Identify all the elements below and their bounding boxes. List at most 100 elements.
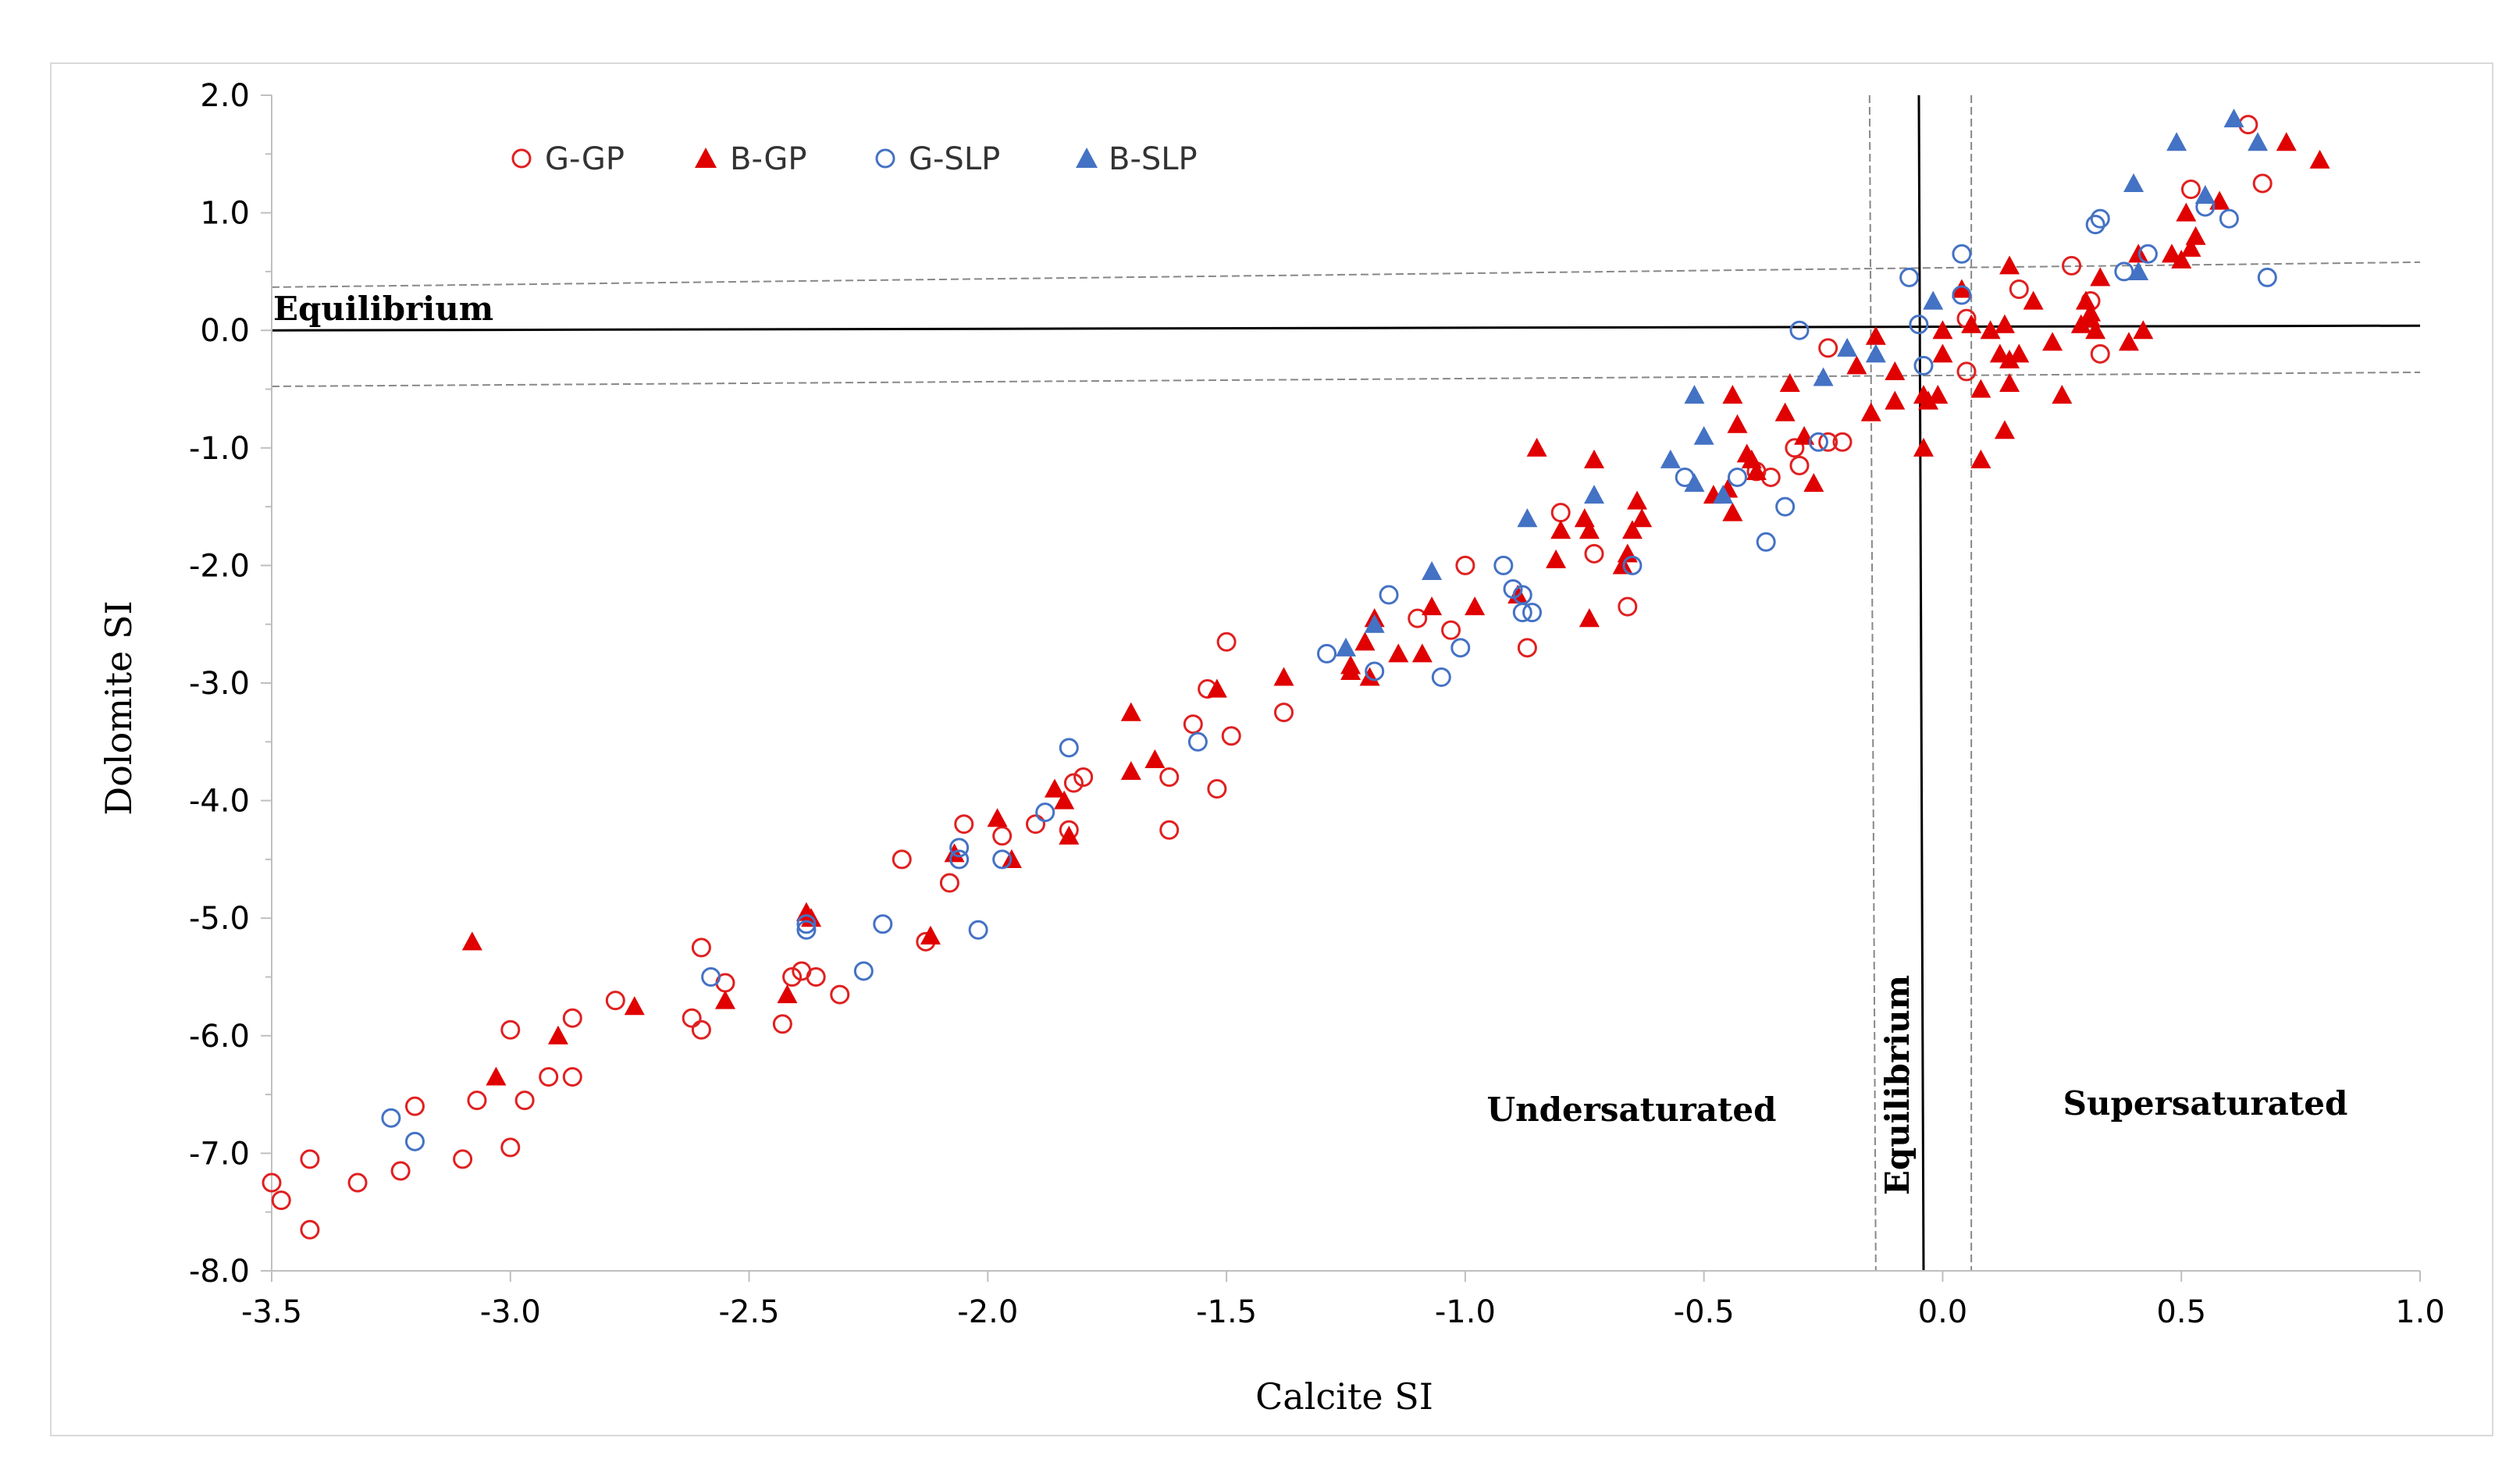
point-b-gp [1550,520,1571,539]
y-tick-label: -3.0 [189,666,250,702]
point-g-gp [404,1096,425,1116]
point-g-gp [1216,632,1237,652]
point-b-gp [1794,425,1815,445]
point-b-gp [1803,472,1824,493]
x-tick-label: -1.0 [1435,1294,1496,1330]
point-b-slp [1364,614,1385,633]
point-g-gp [1818,338,1838,358]
point-g-slp [1450,638,1471,658]
point-g-slp [1952,244,1972,264]
x-tick-label: -1.5 [1196,1294,1257,1330]
point-g-slp [1522,603,1543,623]
point-b-gp [1961,314,1982,333]
point-g-gp [2252,173,2273,194]
lower-band-line [271,371,2421,387]
point-b-gp [1980,320,2001,340]
point-b-gp [1340,660,1361,680]
point-g-gp [1159,820,1180,840]
point-b-gp [2085,320,2106,340]
point-b-gp [777,984,798,1004]
point-b-gp [1994,314,2015,333]
point-g-slp [1317,643,1337,664]
point-g-gp [1789,455,1810,475]
axes: 2.0 1.0 0.0 -1.0 -2.0 -3.0 -4.0 -5.0 -6.0 -7.0 -8.… [189,78,2445,1330]
x-axis-title: Calcite SI [1255,1375,1433,1418]
point-g-gp [2009,279,2029,299]
data-points [262,109,2330,1240]
point-b-slp [1684,385,1705,404]
point-b-gp [1913,437,1934,457]
point-g-gp [453,1149,473,1169]
point-b-slp [1684,472,1705,493]
point-b-gp [1354,632,1376,651]
point-b-gp [1422,596,1443,616]
point-g-slp [1431,667,1451,687]
legend-label-b-slp: B-SLP [1109,141,1198,177]
point-b-slp [1336,637,1356,656]
point-g-slp [1187,731,1208,752]
point-b-slp [2248,132,2269,151]
point-g-gp [271,1190,291,1211]
point-b-slp [2123,173,2144,192]
point-g-gp [772,1014,792,1034]
point-b-gp [714,990,735,1009]
point-b-slp [1865,343,1886,363]
y-tick-label: -5.0 [189,901,250,937]
point-b-gp [1885,390,1906,410]
point-b-gp [1632,508,1653,528]
point-b-gp [1054,790,1075,810]
point-b-gp [2161,244,2182,263]
point-g-gp [954,814,974,834]
point-g-gp [691,938,711,958]
point-g-gp [1584,543,1604,564]
point-g-gp [1455,555,1475,575]
reference-lines [271,94,2421,1272]
point-b-gp [1932,320,1953,340]
point-b-gp [1727,414,1748,433]
point-b-gp [461,931,482,951]
x-tick-label: 1.0 [2395,1294,2445,1330]
point-g-slp [701,967,721,987]
point-g-gp [1183,714,1203,735]
point-g-slp [796,920,817,940]
point-b-gp [1865,326,1886,345]
point-b-gp [1621,520,1643,539]
point-g-gp [1159,767,1180,787]
point-b-gp [1574,508,1595,528]
point-b-gp [1579,608,1600,628]
point-b-gp [2276,132,2297,151]
point-b-gp [1465,596,1486,616]
point-b-gp [2118,332,2139,351]
point-g-slp [2219,208,2239,229]
point-b-gp [920,925,941,945]
point-b-slp [2128,261,2149,280]
point-g-slp [2137,244,2158,264]
point-b-gp [1779,372,1800,393]
point-g-gp [2090,343,2110,364]
point-b-gp [2176,202,2197,222]
left-band-line [1868,94,1877,1272]
point-b-gp [1970,449,1991,468]
point-g-gp [1956,361,1977,382]
point-g-slp [1808,432,1828,452]
x-tick-label: -3.5 [241,1294,302,1330]
point-g-slp [949,849,970,870]
supersaturated-label: Supersaturated [2063,1084,2348,1123]
point-g-gp [1073,767,1094,787]
point-g-gp [992,826,1013,846]
point-b-gp [1774,402,1796,422]
legend-marker-b-gp [695,148,717,168]
point-g-gp [2180,179,2201,199]
point-b-gp [1526,437,1547,457]
point-g-gp [1618,596,1638,617]
point-g-slp [1059,738,1079,758]
point-g-gp [1221,726,1241,746]
point-b-slp [1813,367,1834,386]
legend-label-g-slp: G-SLP [909,141,1000,177]
point-g-gp [1785,438,1805,458]
point-g-slp [1756,532,1776,552]
point-b-gp [1999,349,2020,368]
point-b-gp [1120,760,1141,780]
point-b-slp [1517,508,1538,528]
